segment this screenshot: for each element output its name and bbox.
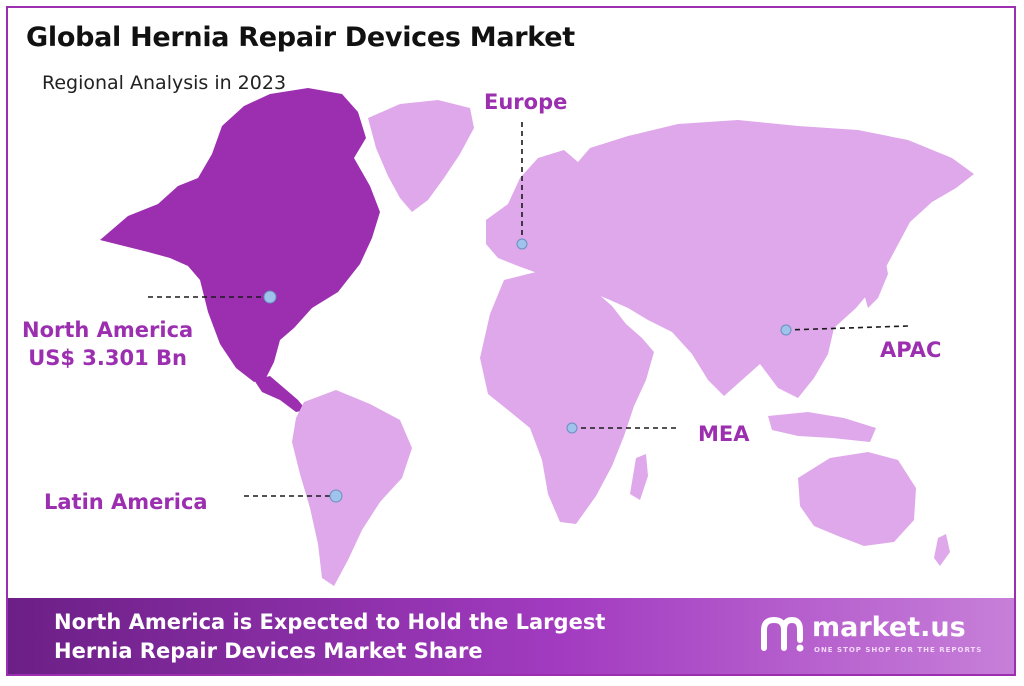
north-america-value: US$ 3.301 Bn [28,346,187,370]
apac-label: APAC [880,338,942,362]
apac-leader-line [785,325,909,331]
banner-text: North America is Expected to Hold the La… [54,608,605,666]
page-subtitle: Regional Analysis in 2023 [42,72,287,94]
brand-tagline: ONE STOP SHOP FOR THE REPORTS [814,646,983,654]
north-america-name: North America [22,318,194,342]
infographic-frame: Global Hernia Repair Devices Market Regi… [6,6,1016,676]
north-america-shape [100,88,380,382]
mea-label: MEA [698,422,750,446]
north-america-label: North America US$ 3.301 Bn [22,316,193,372]
banner-line-2: Hernia Repair Devices Market Share [54,639,483,663]
south-america-shape [292,390,412,586]
brand-logo-icon [761,616,804,652]
north-america-marker [263,290,277,304]
central-america-shape [254,376,306,412]
madagascar-shape [630,454,648,500]
new-zealand-shape [934,534,950,566]
apac-marker [780,324,792,336]
latin-america-marker [329,489,343,503]
world-map [100,88,974,586]
greenland-shape [368,100,474,212]
indonesia-shape [768,412,876,442]
brand-name: market.us [812,612,966,643]
japan-shape [864,252,888,308]
page-title: Global Hernia Repair Devices Market [26,22,575,53]
europe-marker [516,238,528,250]
africa-shape [480,272,654,524]
australia-shape [798,452,916,546]
banner-line-1: North America is Expected to Hold the La… [54,610,606,634]
latin-america-label: Latin America [44,490,208,514]
mea-marker [566,422,578,434]
summary-banner: North America is Expected to Hold the La… [8,598,1014,674]
europe-label: Europe [484,90,568,114]
eurasia-shape [486,120,974,398]
